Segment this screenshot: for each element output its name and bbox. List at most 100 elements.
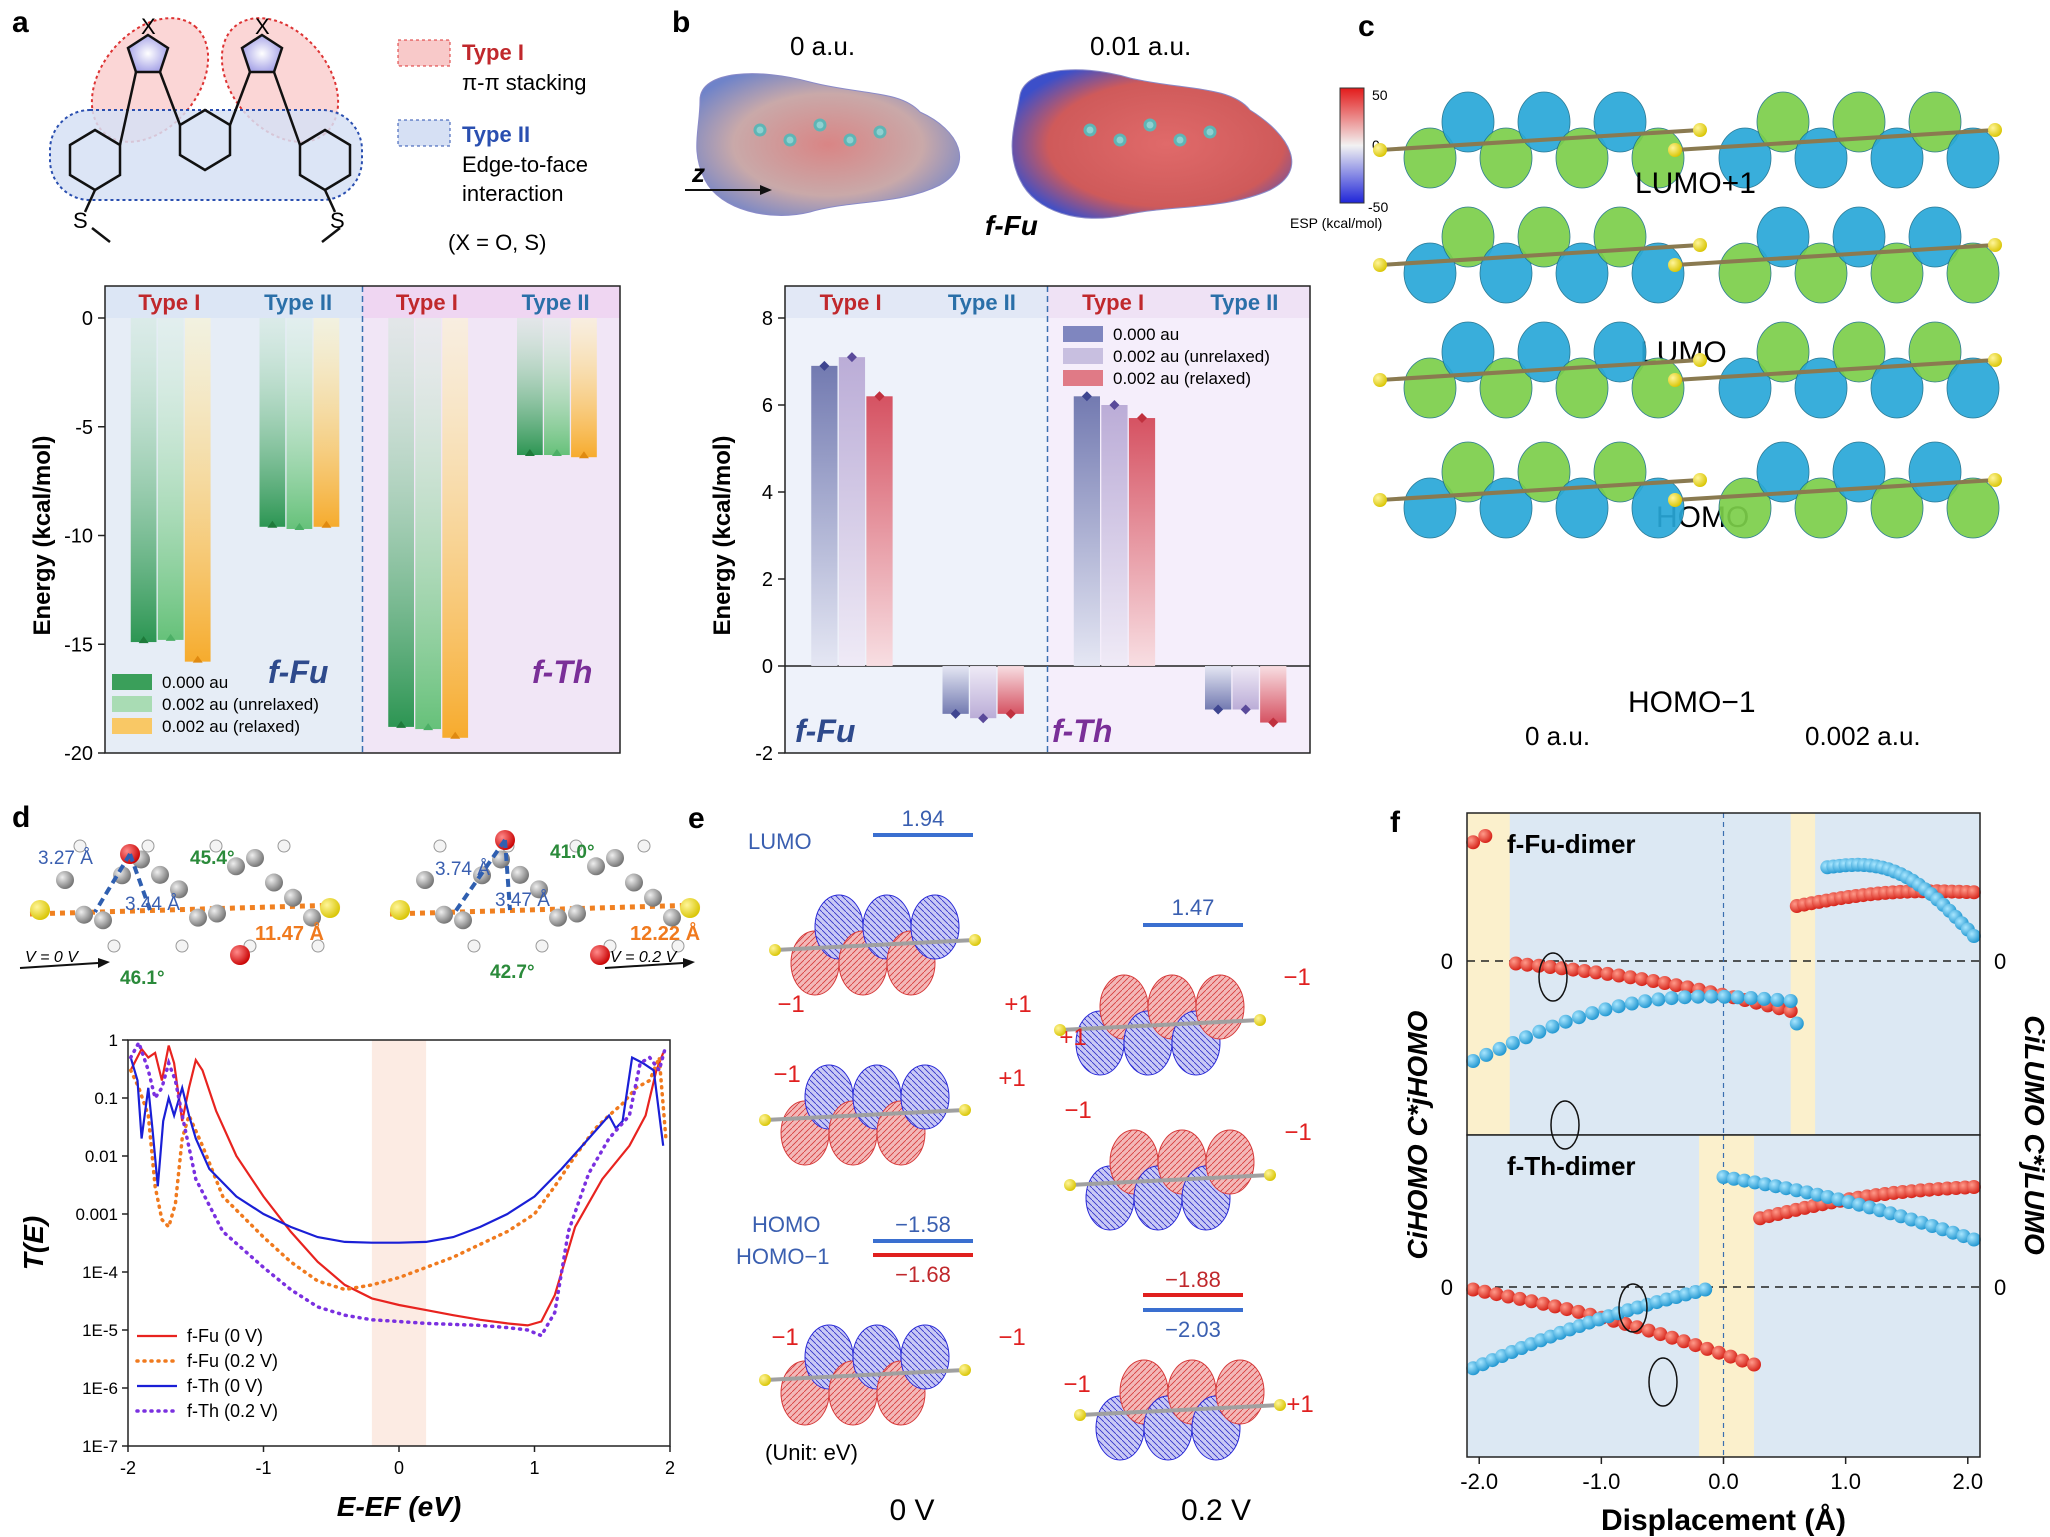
sulfur-atom — [1668, 143, 1682, 157]
carbon-atom — [435, 905, 453, 924]
molecule-label-fu: f-Fu — [268, 654, 328, 690]
sulfur-atom — [1264, 1169, 1276, 1181]
y-tick-label-3: -15 — [64, 634, 93, 656]
legend-swatch-0 — [112, 674, 152, 690]
data-point-0-2 — [1624, 996, 1639, 1011]
right-zero-1: 0 — [1994, 1275, 2006, 1300]
data-point-1-3 — [1779, 1181, 1794, 1196]
panel-letter-d: d — [12, 801, 30, 834]
data-point-1-0 — [1477, 1284, 1492, 1299]
bar-marker-2-1 — [423, 723, 434, 731]
data-point-1-3 — [1789, 1183, 1804, 1198]
legend-swatch-0 — [1063, 326, 1103, 342]
carbon-atom — [644, 888, 662, 907]
sulfur-atom — [1988, 123, 2002, 137]
data-point-1-0 — [1571, 1304, 1586, 1319]
bar-marker-1-2 — [1005, 708, 1016, 719]
data-point-1-3 — [1737, 1173, 1752, 1188]
bar-marker-3-1 — [551, 449, 562, 457]
data-point-1-3 — [1820, 1190, 1835, 1204]
orbital-3-0 — [1373, 441, 1707, 539]
data-point-0-0 — [1669, 978, 1684, 993]
bar-1-0 — [259, 318, 286, 527]
data-point-1-0 — [1559, 1302, 1574, 1317]
hydrogen-atom — [107, 939, 121, 953]
data-point-1-1 — [1966, 1180, 1981, 1194]
sulfur-atom — [1373, 373, 1387, 387]
bar-marker-0-2 — [874, 391, 885, 402]
sulfur-atom — [759, 1374, 771, 1386]
bar-0-1 — [157, 318, 184, 640]
y-tick-label-0: 1 — [109, 1031, 118, 1050]
orbital-lobe — [1870, 477, 1924, 539]
sulfur-atom — [320, 898, 340, 918]
legend-label-1: 0.002 au (unrelaxed) — [162, 695, 319, 714]
panel-letter-c: c — [1358, 10, 1375, 43]
data-point-0-2 — [1677, 990, 1692, 1005]
highlight-band-0-0 — [1467, 813, 1510, 1135]
y-tick-label-5: -2 — [755, 743, 773, 765]
left-zero-0: 0 — [1441, 949, 1453, 974]
orbital-col-0: 0 a.u. — [1525, 721, 1590, 751]
sulfur-atom — [1693, 473, 1707, 487]
molecule-label-th: f-Th — [1052, 713, 1112, 749]
panel-letter-e: e — [688, 802, 705, 835]
bar-marker-0-2 — [192, 655, 203, 663]
data-point-0-2 — [1704, 989, 1719, 1004]
bar-marker-3-0 — [524, 449, 535, 457]
homo1-label: HOMO−1 — [736, 1244, 830, 1269]
carbon-atom — [663, 908, 681, 927]
data-point-0-2 — [1598, 1002, 1613, 1017]
y-tick-label-7: 1E-7 — [82, 1437, 118, 1456]
bar-0-0 — [811, 365, 838, 666]
data-point-1-0 — [1536, 1296, 1551, 1311]
angle-label-1: 45.4° — [190, 848, 235, 869]
orbital-lobe — [1756, 441, 1810, 503]
carbon-atom — [568, 904, 586, 923]
sulfur-atom — [1064, 1179, 1076, 1191]
length-label: 12.22 Å — [630, 921, 700, 945]
data-point-extra-0-2-0 — [1789, 1016, 1804, 1031]
group-header-1: Type II — [948, 290, 1016, 315]
data-point-1-0 — [1501, 1289, 1516, 1304]
left-homo-value: −1.58 — [895, 1212, 951, 1237]
legend-label-1: 0.002 au (unrelaxed) — [1113, 347, 1270, 366]
molecule-label-th: f-Th — [532, 654, 592, 690]
annotation-ellipse — [1538, 952, 1568, 1002]
isosurface-lobe — [910, 894, 960, 960]
hydrogen-atom — [73, 839, 87, 853]
y-tick-label-1: -5 — [75, 417, 93, 439]
bar-2-1 — [1101, 405, 1128, 666]
carbon-atom — [151, 865, 169, 884]
bar-2-2 — [442, 318, 469, 738]
carbon-atom — [208, 904, 226, 923]
highlight-band-1-0 — [1699, 1135, 1755, 1457]
orbital-lobe — [1555, 242, 1609, 304]
column-label-1: 0.2 V — [1181, 1494, 1251, 1527]
sign-label-6: −1 — [1064, 1097, 1091, 1124]
orbital-lobe — [1631, 477, 1685, 539]
carbon-atom — [511, 865, 529, 884]
bar-marker-3-1 — [1240, 704, 1251, 715]
series-line-1 — [128, 1056, 668, 1292]
sulfur-atom — [1254, 1014, 1266, 1026]
y-axis-label: Energy (kcal/mol) — [709, 435, 736, 635]
data-point-1-3 — [1747, 1175, 1762, 1190]
annotation-ellipse — [1550, 1100, 1580, 1150]
hydrogen-atom — [175, 939, 189, 953]
isosurface-backbone — [774, 938, 976, 952]
y-tick-label-3: 0.001 — [75, 1205, 118, 1224]
hydrogen-atom — [535, 939, 549, 953]
data-point-1-0 — [1466, 1282, 1481, 1297]
data-point-1-3 — [1768, 1179, 1783, 1194]
carbon-atom — [625, 873, 643, 892]
carbon-atom — [113, 866, 131, 885]
bar-1-1 — [970, 666, 997, 719]
sign-label-4: −1 — [773, 1061, 800, 1088]
carbon-atom — [227, 857, 245, 876]
geometry-right: 3.74 Å3.47 Å 41.0° 42.7° 12.22 Å V = 0.2 V — [389, 830, 701, 983]
data-point-0-0 — [1566, 962, 1581, 977]
data-point-0-2 — [1572, 1010, 1586, 1025]
